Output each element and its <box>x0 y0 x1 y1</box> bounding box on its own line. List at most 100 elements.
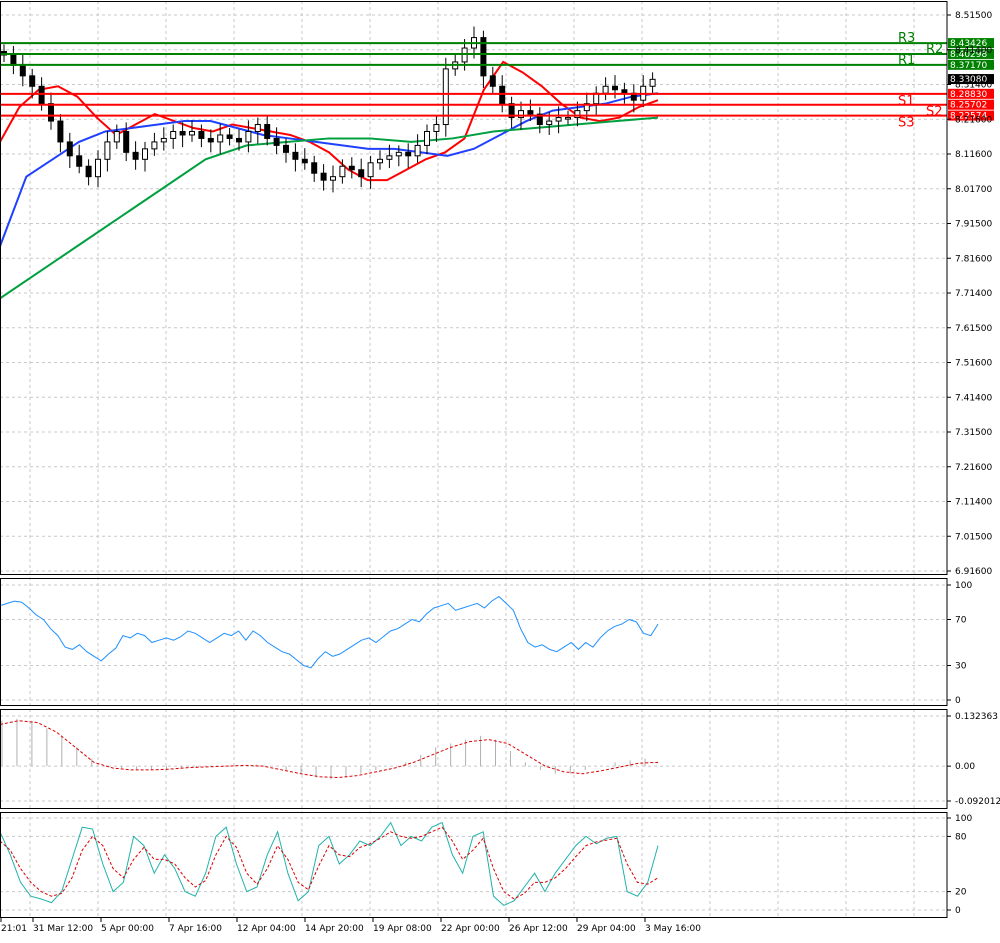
candle-body <box>48 103 54 122</box>
candle-body <box>612 85 618 91</box>
stochastic-main-line <box>0 821 659 906</box>
moving-average-line <box>0 116 659 300</box>
candle-body <box>236 137 242 143</box>
rsi-line <box>0 595 659 669</box>
candle-body <box>292 151 299 160</box>
candle-body <box>555 117 562 122</box>
candle <box>264 115 271 146</box>
candle-body <box>565 117 571 120</box>
time-tick-label: 5 Apr 00:00 <box>101 924 154 934</box>
macd-tick-label: 0.132363 <box>955 712 998 722</box>
candle <box>414 134 421 163</box>
time-tick-label: 21:01 <box>1 924 27 934</box>
candle-body <box>424 130 430 146</box>
candle <box>536 107 543 134</box>
candle-body <box>189 130 195 136</box>
candle <box>320 164 327 191</box>
pivot-value-badge <box>948 99 994 110</box>
pivot-level-r3: R3 8.43426 <box>0 31 994 49</box>
candle <box>95 150 101 188</box>
candle <box>330 165 336 193</box>
candle <box>508 96 515 129</box>
rsi-tick-label: 0 <box>955 696 961 706</box>
pivot-value-label: 8.40298 <box>950 50 987 60</box>
candle-body <box>414 144 421 157</box>
price-tick-label: 8.31400 <box>955 81 992 91</box>
pivot-value-badge <box>948 110 994 121</box>
pivot-level-s1: S1 8.28830 <box>0 88 994 109</box>
time-tick-label: 26 Apr 12:00 <box>509 924 568 934</box>
candle-body <box>245 130 252 143</box>
candle-body <box>546 120 553 126</box>
candle-body <box>95 158 101 178</box>
moving-average-line <box>0 92 659 247</box>
candle-body <box>433 124 440 132</box>
candle <box>649 72 656 95</box>
candle <box>198 124 205 148</box>
time-tick-label: 22 Apr 00:00 <box>441 924 500 934</box>
candle-body <box>104 141 111 160</box>
candle <box>489 66 496 94</box>
time-tick-label: 19 Apr 08:00 <box>373 924 432 934</box>
candle-body <box>405 151 412 157</box>
candle <box>19 54 26 87</box>
candle <box>207 129 214 153</box>
price-tick-label: 7.41400 <box>955 393 992 403</box>
candle <box>424 124 430 155</box>
time-tick-label: 7 Apr 16:00 <box>169 924 222 934</box>
candle-body <box>170 130 177 139</box>
price-tick-label: 7.11400 <box>955 498 992 508</box>
candle <box>527 99 534 122</box>
candle <box>565 110 571 125</box>
candle-body <box>226 134 233 139</box>
price-tick-label: 7.61500 <box>955 324 992 334</box>
candle-body <box>442 68 449 126</box>
pivot-name-label: R1 <box>898 53 915 68</box>
stoch-tick-label: 0 <box>955 906 961 916</box>
price-tick-label: 7.91500 <box>955 220 992 230</box>
price-tick-label: 6.91600 <box>955 567 992 577</box>
time-tick-label: 29 Apr 04:00 <box>577 924 636 934</box>
candle-body <box>38 85 45 105</box>
candle-body <box>264 124 271 139</box>
price-panel-frame <box>0 1 948 575</box>
pivot-value-label: 8.28830 <box>950 90 987 100</box>
stoch-tick-label: 80 <box>955 832 967 842</box>
candle-body <box>330 176 336 181</box>
pivot-value-label: 8.22574 <box>950 112 987 122</box>
candle-body <box>19 64 26 77</box>
candle <box>226 128 233 146</box>
candle <box>113 124 120 149</box>
stoch-panel-frame <box>0 812 948 918</box>
candle-body <box>179 130 186 136</box>
candle <box>386 144 393 168</box>
candle-body <box>283 144 289 153</box>
candle <box>301 148 308 170</box>
rsi-panel-frame <box>0 578 948 706</box>
rsi-tick-label: 30 <box>955 662 967 672</box>
candle-body <box>217 134 224 143</box>
candle <box>358 158 365 188</box>
candle <box>123 122 130 162</box>
pivot-value-label: 8.37170 <box>950 61 987 71</box>
candle-body <box>57 120 64 143</box>
candle <box>151 132 158 156</box>
price-tick-label: 8.41400 <box>955 46 992 56</box>
candle-body <box>76 155 83 167</box>
moving-average-line <box>0 60 659 182</box>
candle-body <box>527 110 534 115</box>
pivot-name-label: R2 <box>926 42 943 57</box>
candle-body <box>536 113 543 126</box>
candle-body <box>602 85 609 94</box>
candle-body <box>29 75 36 87</box>
pivot-name-label: R3 <box>898 31 915 46</box>
candle <box>85 159 92 186</box>
candle-body <box>85 165 92 178</box>
candle-body <box>583 103 590 112</box>
candle <box>273 127 280 155</box>
candle <box>132 141 139 170</box>
candle-body <box>113 130 120 143</box>
candle-body <box>499 85 506 105</box>
